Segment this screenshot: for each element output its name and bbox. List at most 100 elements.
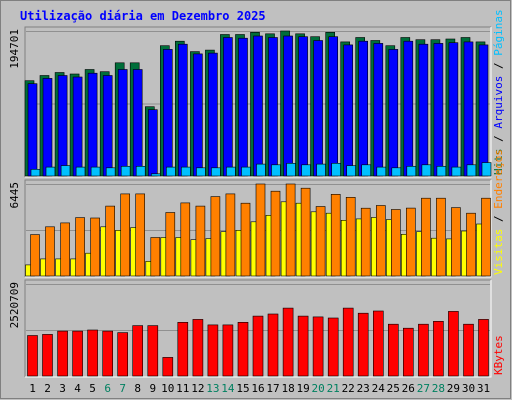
bar-hits-arquivos-day-29 — [448, 42, 459, 177]
x-tick-label-day-26: 26 — [402, 382, 415, 395]
bar-hits-arquivos-day-17 — [268, 37, 278, 177]
panel-hits-legend-entry-1: / — [492, 135, 505, 148]
bar-kbytes-kbytes-day-26 — [402, 327, 414, 377]
bar-hits-arquivos-day-21 — [328, 36, 339, 177]
panel-kbytes-border-light — [25, 280, 492, 378]
bar-visits-endereos-day-15 — [240, 202, 251, 277]
bar-visits-endereos-day-27 — [421, 197, 431, 277]
bar-hits-pginas-day-10 — [166, 166, 176, 177]
x-tick-label-day-20: 20 — [311, 382, 324, 395]
bar-hits-arquivos-day-7 — [117, 69, 128, 177]
bar-hits-pginas-day-1 — [30, 169, 41, 177]
bar-kbytes-kbytes-day-19 — [297, 315, 309, 377]
x-tick-label-day-8: 8 — [134, 382, 141, 395]
bar-visits-endereos-day-19 — [300, 187, 311, 277]
bar-kbytes-kbytes-day-6 — [102, 330, 113, 377]
x-tick-label-day-19: 19 — [296, 382, 309, 395]
bar-kbytes-kbytes-day-17 — [267, 313, 279, 377]
panel-kbytes-legend-entry-0: KBytes — [492, 335, 505, 375]
bar-hits-pginas-day-18 — [286, 163, 296, 177]
bar-kbytes-kbytes-day-11 — [177, 321, 189, 377]
bar-visits-endereos-day-22 — [345, 197, 356, 277]
bar-visits-endereos-day-2 — [45, 226, 55, 277]
bar-hits-arquivos-day-15 — [238, 37, 248, 177]
bar-kbytes-kbytes-day-25 — [387, 323, 399, 377]
bar-kbytes-kbytes-day-18 — [282, 307, 294, 377]
bar-hits-pginas-day-27 — [421, 164, 432, 177]
bar-hits-pginas-day-11 — [181, 166, 191, 177]
panel-hits-legend-entry-3: / — [492, 62, 505, 75]
bar-hits-arquivos-day-19 — [298, 36, 308, 177]
bar-hits-arquivos-day-26 — [403, 40, 414, 177]
panel-hits-legend-entry-4: Páginas — [492, 9, 505, 62]
panel-kbytes-legend: KBytes — [492, 335, 505, 375]
panel-visits-legend-entry-2: Endereços — [492, 149, 505, 215]
bar-visits-endereos-day-1 — [30, 234, 40, 277]
bar-visits-endereos-day-26 — [405, 207, 416, 277]
panel-visits-ymax-label: 6445 — [8, 182, 21, 209]
x-tick-label-day-21: 21 — [327, 382, 340, 395]
panel-visits-legend-entry-1: / — [492, 215, 505, 228]
bar-visits-endereos-day-18 — [285, 183, 296, 277]
bar-hits-pginas-day-31 — [481, 162, 492, 177]
panel-hits: 194701 Hits / Arquivos / Páginas — [8, 9, 505, 178]
bar-visits-endereos-day-16 — [255, 183, 266, 277]
bar-kbytes-kbytes-day-24 — [372, 310, 384, 377]
bar-hits-pginas-day-29 — [451, 166, 462, 177]
bar-hits-pginas-day-26 — [406, 166, 417, 177]
x-tick-label-day-18: 18 — [281, 382, 294, 395]
bar-hits-pginas-day-7 — [120, 166, 131, 177]
bar-visits-endereos-day-20 — [315, 206, 326, 277]
bar-hits-pginas-day-6 — [105, 167, 116, 177]
bar-kbytes-kbytes-day-1 — [27, 335, 38, 377]
bar-hits-pginas-day-8 — [135, 166, 146, 177]
x-tick-label-day-6: 6 — [104, 382, 111, 395]
bar-hits-arquivos-day-12 — [193, 53, 203, 177]
bar-hits-arquivos-day-3 — [57, 75, 68, 177]
panel-hits-legend: Hits / Arquivos / Páginas — [492, 9, 505, 175]
panel-visits-border-dark — [24, 179, 491, 277]
x-tick-label-day-4: 4 — [74, 382, 81, 395]
bar-hits-arquivos-day-22 — [343, 44, 354, 177]
bar-hits-pginas-day-22 — [346, 165, 357, 177]
bar-visits-endereos-day-10 — [165, 212, 176, 277]
chart-title: Utilização diária em Dezembro 2025 — [20, 9, 266, 23]
panel-kbytes: 2520709 KBytes — [8, 279, 505, 378]
bar-hits-arquivos-day-8 — [132, 69, 143, 177]
panel-visits-legend: Visitas / Endereços — [492, 149, 505, 275]
bar-hits-arquivos-day-5 — [87, 72, 98, 177]
bar-kbytes-kbytes-day-14 — [222, 324, 234, 377]
bar-hits-pginas-day-19 — [301, 164, 311, 177]
bar-hits-arquivos-day-28 — [433, 43, 444, 177]
panel-hits-ymax-label: 194701 — [8, 29, 21, 69]
bar-visits-endereos-day-17 — [270, 190, 281, 277]
bar-visits-endereos-day-29 — [451, 207, 461, 277]
bar-hits-pginas-day-24 — [376, 166, 387, 177]
bar-hits-arquivos-day-27 — [418, 43, 429, 177]
x-tick-label-day-27: 27 — [417, 382, 430, 395]
bar-hits-arquivos-day-16 — [253, 35, 263, 177]
bar-kbytes-kbytes-day-20 — [312, 316, 324, 377]
panel-hits-legend-entry-2: Arquivos — [492, 76, 505, 136]
bar-hits-pginas-day-17 — [271, 164, 281, 177]
bar-kbytes-kbytes-day-12 — [192, 319, 204, 377]
bar-kbytes-kbytes-day-21 — [327, 317, 339, 377]
bar-hits-pginas-day-30 — [466, 164, 477, 177]
bar-visits-endereos-day-30 — [466, 212, 476, 277]
x-tick-label-day-30: 30 — [462, 382, 475, 395]
x-tick-label-day-5: 5 — [89, 382, 96, 395]
bar-kbytes-kbytes-day-16 — [252, 315, 264, 377]
x-tick-label-day-14: 14 — [221, 382, 235, 395]
panel-visits-border-light — [25, 180, 492, 278]
bar-hits-arquivos-day-9 — [148, 109, 158, 177]
bar-kbytes-kbytes-day-4 — [72, 330, 83, 377]
bar-kbytes-kbytes-day-7 — [117, 332, 128, 377]
x-tick-label-day-22: 22 — [342, 382, 355, 395]
bar-hits-arquivos-day-14 — [223, 37, 233, 177]
panel-hits-legend-entry-0: Hits — [492, 149, 505, 176]
bar-kbytes-kbytes-day-13 — [207, 324, 219, 377]
bar-hits-arquivos-day-1 — [27, 83, 38, 177]
x-tick-label-day-25: 25 — [387, 382, 400, 395]
panel-visits: 6445 Visitas / Endereços — [8, 149, 505, 278]
